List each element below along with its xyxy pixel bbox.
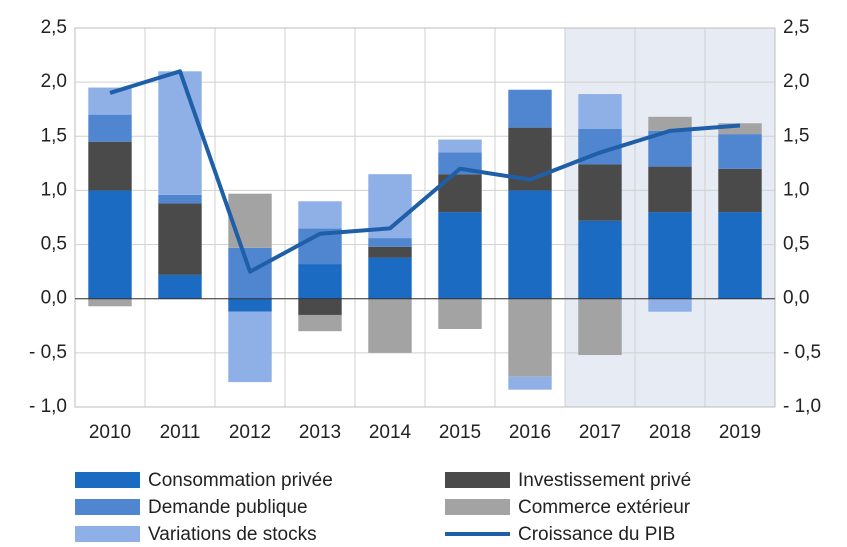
bar bbox=[88, 298, 132, 307]
bar bbox=[648, 116, 692, 131]
bar bbox=[508, 376, 552, 390]
bar bbox=[718, 123, 762, 135]
bar bbox=[718, 168, 762, 213]
x-tick-label: 2014 bbox=[369, 422, 412, 443]
y-tick-label: 1,5 bbox=[41, 125, 67, 146]
y2-tick-label: - 1,0 bbox=[783, 396, 821, 417]
x-tick-label: 2010 bbox=[89, 422, 131, 443]
line-series bbox=[109, 69, 741, 274]
bar bbox=[298, 314, 342, 332]
bar bbox=[88, 141, 132, 191]
x-tick-label: 2015 bbox=[439, 422, 481, 443]
bar bbox=[718, 212, 762, 299]
y-tick-label: 0,5 bbox=[41, 234, 67, 255]
bar bbox=[648, 298, 692, 312]
legend-swatch bbox=[75, 472, 140, 488]
bar bbox=[578, 164, 622, 221]
bar bbox=[578, 220, 622, 299]
bar bbox=[718, 134, 762, 169]
x-tick-label: 2012 bbox=[229, 422, 271, 443]
x-tick-label: 2019 bbox=[719, 422, 761, 443]
legend-label: Investissement privé bbox=[518, 470, 691, 491]
y2-tick-label: 1,5 bbox=[783, 125, 809, 146]
legend-label: Commerce extérieur bbox=[518, 497, 691, 518]
bar bbox=[648, 166, 692, 213]
bar bbox=[88, 114, 132, 142]
legend-swatch bbox=[445, 499, 510, 515]
bar bbox=[228, 298, 272, 312]
bar bbox=[298, 298, 342, 315]
legend-label: Croissance du PIB bbox=[518, 524, 675, 545]
bar bbox=[158, 71, 202, 195]
y-tick-label: 0,0 bbox=[41, 288, 67, 309]
legend-swatch bbox=[75, 526, 140, 542]
legend-label: Demande publique bbox=[148, 497, 308, 518]
bar bbox=[578, 94, 622, 129]
legend-swatch bbox=[75, 499, 140, 515]
legend-label: Variations de stocks bbox=[148, 524, 317, 545]
bar bbox=[508, 190, 552, 299]
bar bbox=[228, 193, 272, 248]
x-tick-label: 2016 bbox=[509, 422, 551, 443]
bar bbox=[368, 257, 412, 299]
bar bbox=[578, 298, 622, 356]
y-tick-label: - 0,5 bbox=[29, 342, 67, 363]
bar bbox=[158, 203, 202, 275]
bar bbox=[438, 212, 482, 299]
y-tick-label: - 1,0 bbox=[29, 396, 67, 417]
bar bbox=[368, 238, 412, 247]
bar bbox=[158, 274, 202, 299]
y2-tick-label: 0,0 bbox=[783, 288, 809, 309]
x-tick-label: 2017 bbox=[579, 422, 621, 443]
y2-tick-label: 2,5 bbox=[783, 17, 809, 38]
y2-tick-label: 0,5 bbox=[783, 234, 809, 255]
bar bbox=[88, 190, 132, 299]
legend-swatch bbox=[445, 472, 510, 488]
bar bbox=[298, 201, 342, 229]
x-tick-label: 2011 bbox=[160, 422, 201, 443]
y-tick-label: 2,5 bbox=[41, 17, 67, 38]
y-tick-label: 1,0 bbox=[41, 179, 67, 200]
y2-tick-label: - 0,5 bbox=[783, 342, 821, 363]
plot-frame bbox=[74, 27, 776, 408]
bar bbox=[438, 139, 482, 153]
y-tick-label: 2,0 bbox=[41, 71, 67, 92]
bar bbox=[508, 89, 552, 128]
bar bbox=[158, 194, 202, 204]
x-tick-label: 2018 bbox=[649, 422, 691, 443]
bar bbox=[648, 212, 692, 299]
y2-tick-label: 1,0 bbox=[783, 179, 809, 200]
bar bbox=[438, 298, 482, 330]
x-tick-label: 2013 bbox=[299, 422, 341, 443]
bar bbox=[368, 246, 412, 258]
bar bbox=[368, 298, 412, 353]
legend-label: Consommation privée bbox=[148, 470, 333, 491]
y2-tick-label: 2,0 bbox=[783, 71, 809, 92]
bar bbox=[298, 264, 342, 299]
bar bbox=[228, 311, 272, 383]
bar bbox=[508, 298, 552, 377]
